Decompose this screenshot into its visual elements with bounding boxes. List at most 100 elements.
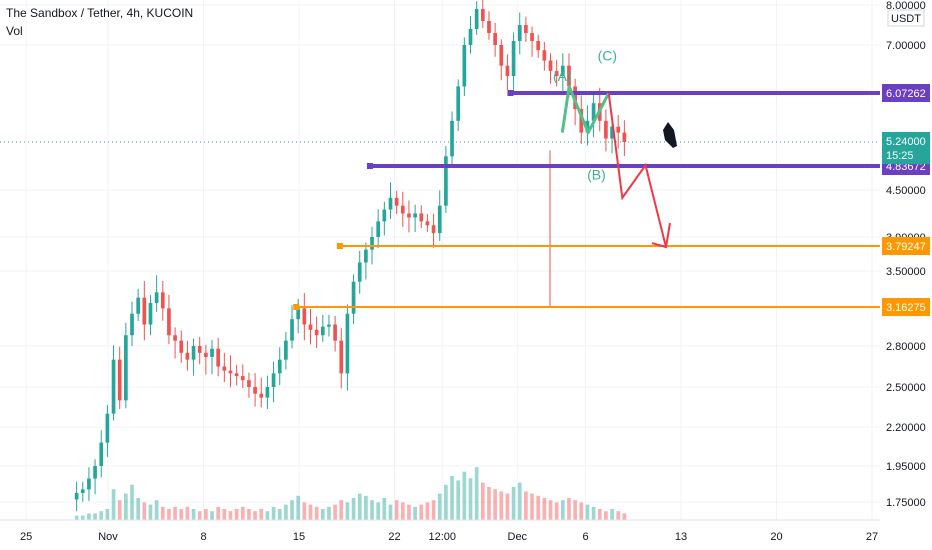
volume-bar xyxy=(99,511,104,520)
price-tick-label: 8.00000 xyxy=(886,0,926,12)
candle-body xyxy=(80,489,85,493)
last-price-label: 5.24000 xyxy=(886,136,926,148)
volume-bar xyxy=(210,511,214,520)
candle-body xyxy=(308,324,313,330)
candle-body xyxy=(191,346,196,360)
candle-body xyxy=(185,352,190,360)
volume-bar xyxy=(314,506,319,520)
candle-body xyxy=(548,60,553,71)
volume-bar xyxy=(413,506,417,520)
candle-body xyxy=(505,65,510,77)
candle-body xyxy=(265,387,270,398)
time-tick-label: Nov xyxy=(98,531,118,543)
volume-bar xyxy=(136,498,141,520)
candle-body xyxy=(622,132,627,142)
candle-body xyxy=(130,313,134,336)
candle-body xyxy=(271,373,276,387)
price-tick-label: 7.00000 xyxy=(886,40,926,52)
candle-body xyxy=(511,41,516,77)
volume-bar xyxy=(142,502,147,520)
candle-body xyxy=(228,370,233,374)
volume-bar xyxy=(364,495,368,520)
volume-bar xyxy=(370,500,374,520)
wave-label: (C) xyxy=(598,48,617,64)
projection-arrow xyxy=(607,93,667,248)
candle-body xyxy=(364,249,368,263)
volume-label: Vol xyxy=(6,24,23,38)
candlesticks xyxy=(74,0,627,512)
candle-body xyxy=(87,478,91,490)
candle-body xyxy=(105,413,110,443)
volume-bar xyxy=(622,513,627,520)
volume-bar xyxy=(376,502,381,520)
volume-bar xyxy=(339,500,344,520)
price-countdown: 15:25 xyxy=(886,150,914,162)
horizontal-levels[interactable] xyxy=(0,90,880,310)
candle-body xyxy=(425,221,430,226)
volume-bar xyxy=(505,493,510,520)
candle-body xyxy=(345,313,350,374)
volume-bar xyxy=(456,480,461,520)
volume-bar xyxy=(462,471,467,520)
price-tick-label: 3.50000 xyxy=(886,266,926,278)
candle-body xyxy=(542,50,547,61)
candle-body xyxy=(93,466,97,479)
volume-bar xyxy=(450,476,454,520)
level-price-badge xyxy=(882,237,930,255)
price-axis[interactable]: 8.000007.000004.500003.900003.500002.800… xyxy=(880,0,932,550)
volume-bar xyxy=(160,506,165,520)
price-tick-label: 2.20000 xyxy=(886,422,926,434)
candle-body xyxy=(616,126,621,133)
candle-body xyxy=(197,346,202,353)
volume-bar xyxy=(290,500,294,520)
volume-bar xyxy=(511,487,516,520)
candle-body xyxy=(247,380,251,387)
candle-body xyxy=(314,329,319,336)
volume-bar xyxy=(179,509,184,520)
volume-bar xyxy=(216,506,221,520)
candle-body xyxy=(327,324,331,327)
annotation-drawings[interactable]: (A) (B) (C) xyxy=(553,48,677,249)
candle-body xyxy=(160,292,165,309)
candle-body xyxy=(320,326,325,336)
level-anchor xyxy=(293,304,300,310)
candle-body xyxy=(610,126,614,139)
volume-bar xyxy=(351,498,356,520)
volume-bar xyxy=(567,498,571,520)
time-axis[interactable]: 25 Nov 8 15 22 12:00 Dec 6 13 20 27 xyxy=(0,519,880,543)
volume-bar xyxy=(247,509,251,520)
volume-bar xyxy=(616,511,621,520)
candle-body xyxy=(444,156,448,206)
candle-body xyxy=(487,21,491,33)
volume-bar xyxy=(345,502,350,520)
candle-body xyxy=(413,213,417,218)
volume-bar xyxy=(327,506,331,520)
time-tick-label: 27 xyxy=(866,531,878,543)
volume-bar xyxy=(93,513,97,520)
candle-body xyxy=(407,213,411,218)
candle-body xyxy=(290,319,294,341)
last-price-badge xyxy=(882,132,930,164)
volume-bar xyxy=(444,484,448,520)
candle-body xyxy=(74,493,79,500)
volume-bar xyxy=(431,500,436,520)
volume-bar xyxy=(604,511,608,520)
candle-body xyxy=(351,281,356,314)
volume-bar xyxy=(228,511,233,520)
candle-body xyxy=(204,352,208,357)
volume-bar xyxy=(253,511,257,520)
volume-bar xyxy=(80,515,85,520)
candle-body xyxy=(240,376,245,381)
wave-abc-line xyxy=(560,84,611,135)
candle-body xyxy=(400,205,405,214)
volume-bar xyxy=(173,506,177,520)
candle-body xyxy=(431,225,436,234)
candle-body xyxy=(296,308,301,320)
volume-bar xyxy=(308,504,313,520)
candle-body xyxy=(480,9,485,21)
volume-bars xyxy=(74,467,627,520)
candle-body xyxy=(536,41,541,51)
candle-body xyxy=(173,335,177,341)
candle-body xyxy=(259,393,264,398)
